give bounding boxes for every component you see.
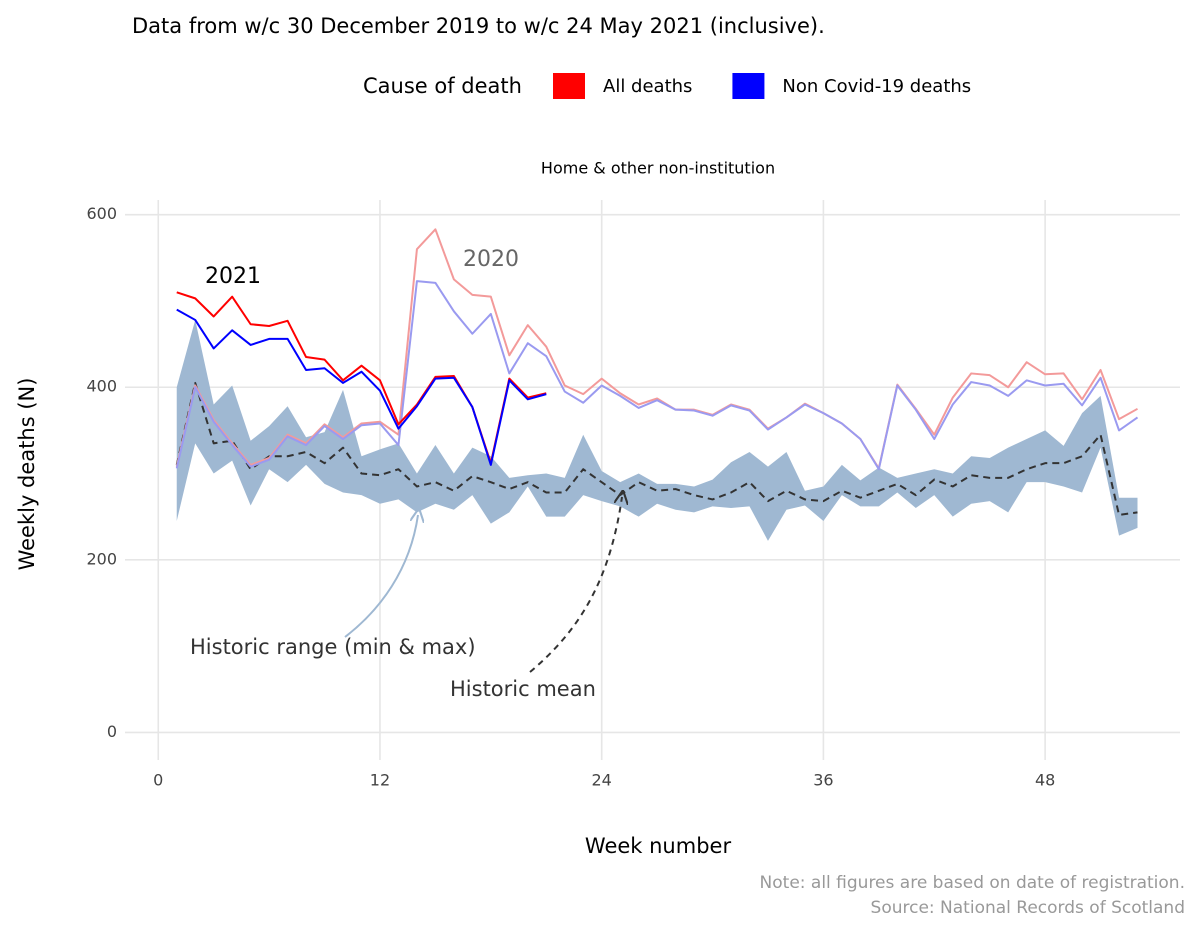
y-axis-label: Weekly deaths (N) bbox=[15, 378, 39, 571]
year-label: 2020 bbox=[463, 247, 519, 272]
x-tick-label: 12 bbox=[370, 771, 390, 790]
legend-swatch bbox=[553, 73, 585, 99]
legend-swatch bbox=[732, 73, 765, 99]
y-tick-label: 0 bbox=[107, 722, 117, 741]
x-tick-label: 36 bbox=[813, 771, 833, 790]
plot bbox=[175, 228, 1139, 541]
source: Source: National Records of Scotland bbox=[871, 898, 1185, 918]
subtitle: Data from w/c 30 December 2019 to w/c 24… bbox=[132, 14, 825, 38]
legend-label: All deaths bbox=[603, 76, 692, 97]
historic-mean-line bbox=[175, 381, 1138, 516]
x-axis-label: Week number bbox=[585, 834, 732, 858]
mean-arrow bbox=[529, 497, 622, 673]
series-line bbox=[176, 308, 547, 466]
y-tick-label: 400 bbox=[86, 377, 117, 396]
x-tick-label: 24 bbox=[592, 771, 612, 790]
y-tick-label: 600 bbox=[86, 204, 117, 223]
x-tick-label: 0 bbox=[153, 771, 163, 790]
year-label: 2021 bbox=[205, 264, 261, 289]
legend-title: Cause of death bbox=[363, 74, 522, 98]
note: Note: all figures are based on date of r… bbox=[760, 873, 1185, 893]
legend-label: Non Covid-19 deaths bbox=[782, 76, 971, 97]
x-tick-label: 48 bbox=[1035, 771, 1055, 790]
range-arrow bbox=[344, 515, 418, 638]
series-line bbox=[175, 280, 1139, 471]
y-tick-label: 200 bbox=[86, 549, 117, 568]
range-annotation: Historic range (min & max) bbox=[190, 635, 476, 659]
series-line bbox=[175, 228, 1138, 470]
mean-annotation: Historic mean bbox=[450, 677, 596, 701]
facet-label: Home & other non-institution bbox=[541, 159, 775, 178]
